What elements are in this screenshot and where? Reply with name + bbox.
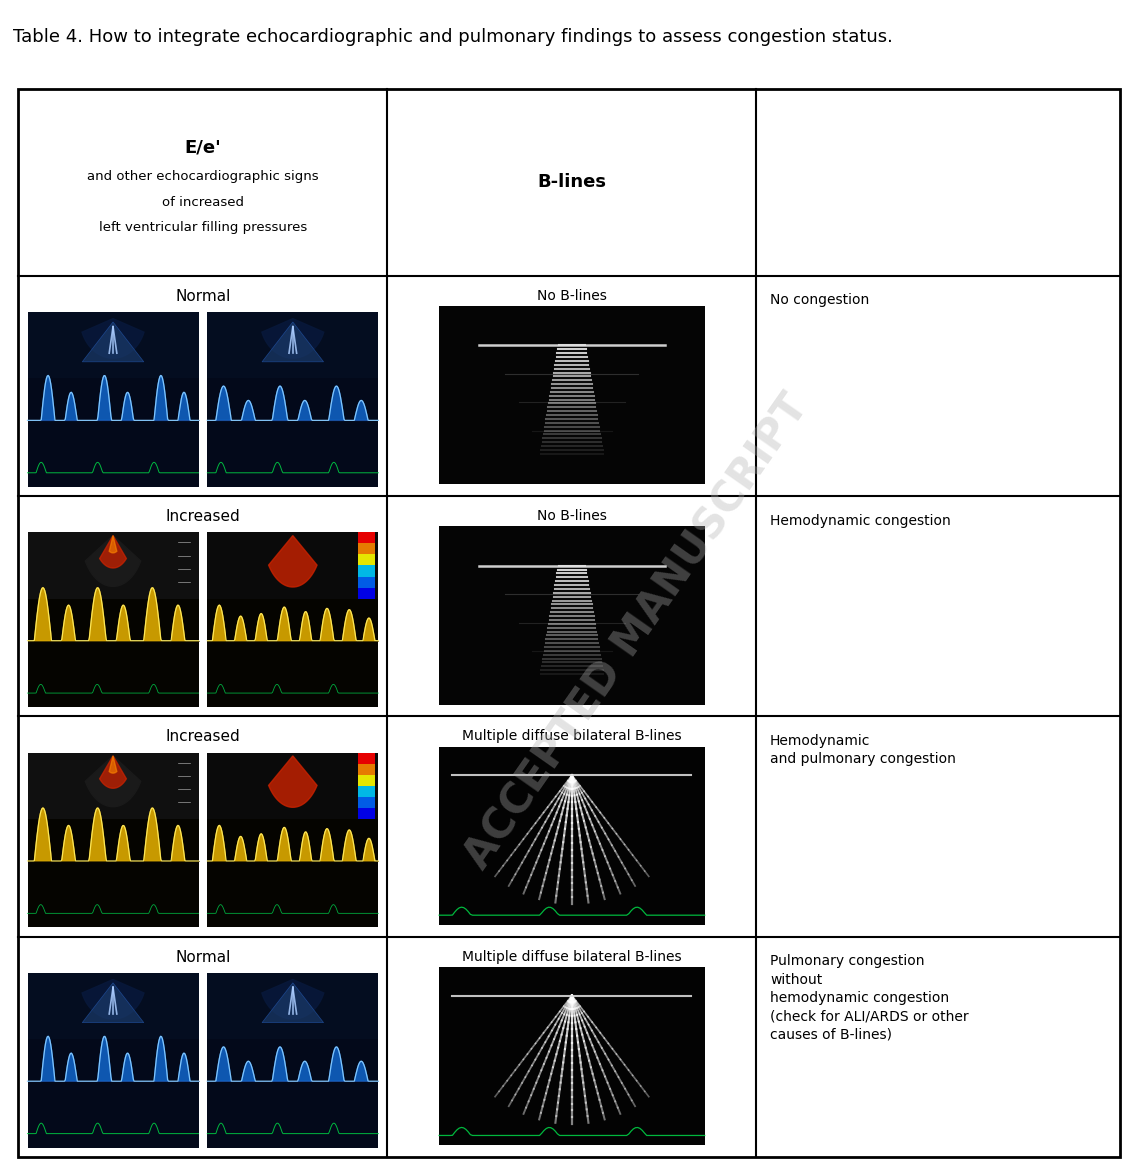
Bar bbox=[357, 555, 375, 565]
Bar bbox=[27, 312, 199, 378]
Bar bbox=[357, 808, 375, 819]
Bar bbox=[357, 587, 375, 599]
Text: left ventricular filling pressures: left ventricular filling pressures bbox=[99, 221, 307, 234]
Polygon shape bbox=[82, 322, 144, 362]
Text: of increased: of increased bbox=[162, 195, 244, 208]
Text: Multiple diffuse bilateral B-lines: Multiple diffuse bilateral B-lines bbox=[463, 950, 682, 964]
Text: Increased: Increased bbox=[166, 509, 240, 524]
Polygon shape bbox=[82, 979, 144, 1019]
Polygon shape bbox=[110, 536, 116, 553]
Polygon shape bbox=[82, 983, 144, 1023]
Bar bbox=[27, 752, 199, 819]
Text: Hemodynamic congestion: Hemodynamic congestion bbox=[770, 514, 951, 528]
Bar bbox=[357, 786, 375, 797]
Bar bbox=[27, 312, 199, 487]
Text: Table 4. How to integrate echocardiographic and pulmonary findings to assess con: Table 4. How to integrate echocardiograp… bbox=[13, 28, 893, 47]
Text: No B-lines: No B-lines bbox=[537, 509, 606, 523]
Bar bbox=[439, 968, 705, 1145]
Text: No congestion: No congestion bbox=[770, 294, 869, 308]
Bar bbox=[357, 797, 375, 808]
Bar bbox=[27, 972, 199, 1039]
Polygon shape bbox=[99, 756, 127, 789]
Text: B-lines: B-lines bbox=[538, 173, 606, 192]
Polygon shape bbox=[86, 536, 140, 586]
Polygon shape bbox=[262, 983, 323, 1023]
Bar bbox=[357, 565, 375, 577]
Bar bbox=[439, 307, 705, 484]
Text: Multiple diffuse bilateral B-lines: Multiple diffuse bilateral B-lines bbox=[463, 729, 682, 743]
Bar bbox=[357, 764, 375, 775]
Bar bbox=[357, 752, 375, 764]
Polygon shape bbox=[82, 318, 144, 358]
Bar bbox=[27, 752, 199, 928]
Polygon shape bbox=[262, 979, 324, 1019]
Bar bbox=[208, 312, 378, 378]
Polygon shape bbox=[99, 536, 127, 567]
Polygon shape bbox=[268, 536, 317, 587]
Bar bbox=[357, 775, 375, 786]
Bar bbox=[27, 532, 199, 707]
Polygon shape bbox=[86, 756, 140, 806]
Text: No B-lines: No B-lines bbox=[537, 289, 606, 303]
Text: Hemodynamic
and pulmonary congestion: Hemodynamic and pulmonary congestion bbox=[770, 734, 956, 766]
Bar bbox=[439, 746, 705, 925]
Polygon shape bbox=[268, 756, 317, 807]
Text: Normal: Normal bbox=[175, 950, 231, 964]
Text: ACCEPTED MANUSCRIPT: ACCEPTED MANUSCRIPT bbox=[457, 387, 818, 876]
Text: Normal: Normal bbox=[175, 289, 231, 304]
Polygon shape bbox=[262, 322, 323, 362]
Text: and other echocardiographic signs: and other echocardiographic signs bbox=[87, 170, 319, 183]
Text: Pulmonary congestion
without
hemodynamic congestion
(check for ALI/ARDS or other: Pulmonary congestion without hemodynamic… bbox=[770, 955, 968, 1041]
Bar bbox=[208, 532, 378, 707]
Polygon shape bbox=[262, 318, 324, 358]
Polygon shape bbox=[110, 756, 116, 773]
Text: Increased: Increased bbox=[166, 729, 240, 744]
Bar bbox=[27, 532, 199, 599]
Bar bbox=[208, 972, 378, 1148]
Bar bbox=[208, 532, 378, 599]
Bar bbox=[357, 543, 375, 555]
Bar bbox=[357, 532, 375, 543]
Bar bbox=[208, 752, 378, 819]
Bar bbox=[439, 526, 705, 704]
Bar bbox=[208, 972, 378, 1039]
Bar bbox=[208, 752, 378, 928]
Bar bbox=[208, 312, 378, 487]
Text: E/e': E/e' bbox=[185, 138, 222, 157]
Bar bbox=[357, 577, 375, 587]
Bar bbox=[27, 972, 199, 1148]
